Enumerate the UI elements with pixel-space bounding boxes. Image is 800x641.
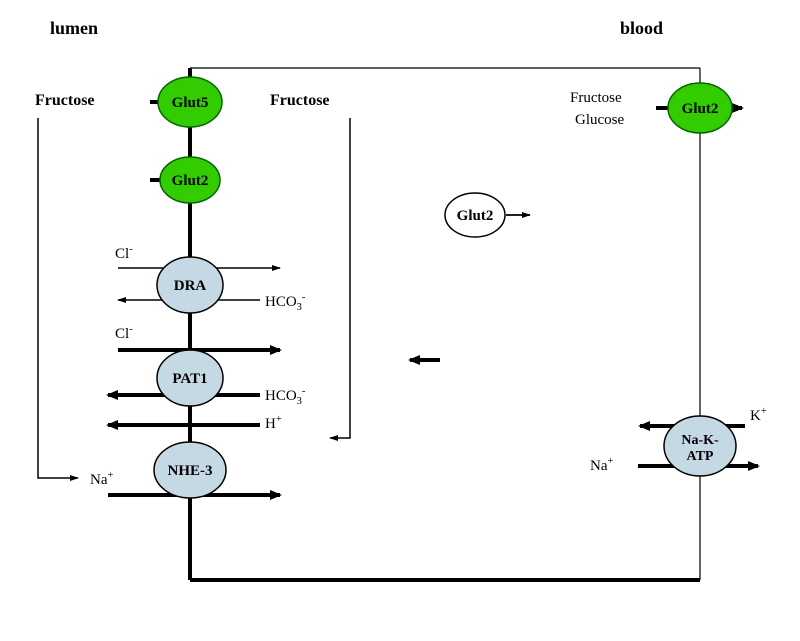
svg-text:PAT1: PAT1 — [172, 371, 207, 387]
svg-text:Glut2: Glut2 — [682, 101, 719, 117]
transporter-pat1: PAT1 — [157, 350, 223, 406]
label-hco3-mid: HCO3- — [265, 386, 305, 407]
label-na-left: Na+ — [90, 470, 113, 489]
transporter-na-k-: Na-K-ATP — [664, 416, 736, 476]
label-h-plus: H+ — [265, 414, 282, 433]
cell-outline — [190, 68, 700, 580]
heading-blood: blood — [620, 18, 663, 39]
arrows-group — [38, 102, 758, 495]
heading-lumen: lumen — [50, 18, 98, 39]
label-cl-mid: Cl- — [115, 324, 133, 343]
label-k-right: K+ — [750, 406, 767, 425]
svg-text:Glut2: Glut2 — [172, 173, 209, 189]
svg-text:NHE-3: NHE-3 — [168, 463, 213, 479]
transporter-dra: DRA — [157, 257, 223, 313]
label-fructose-left: Fructose — [35, 92, 95, 110]
transporter-glut2: Glut2 — [445, 193, 505, 237]
label-hco3-top: HCO3- — [265, 292, 305, 313]
svg-text:Na-K-: Na-K- — [681, 433, 719, 448]
transporter-nhe-3: NHE-3 — [154, 442, 226, 498]
label-fructose-right: Fructose — [570, 90, 622, 107]
svg-text:Glut5: Glut5 — [172, 95, 209, 111]
transporters-group: Glut5 Glut2 Glut2 Glut2 DRA PAT1 NHE-3 Na-K-ATP — [154, 77, 736, 498]
svg-text:ATP: ATP — [687, 449, 714, 464]
diagram-stage: Glut5 Glut2 Glut2 Glut2 DRA PAT1 NHE-3 Na-K-ATP — [0, 0, 800, 636]
transporter-glut2: Glut2 — [160, 157, 220, 203]
label-fructose-mid: Fructose — [270, 92, 330, 110]
transporter-glut5: Glut5 — [158, 77, 222, 127]
diagram-svg: Glut5 Glut2 Glut2 Glut2 DRA PAT1 NHE-3 Na-K-ATP — [0, 0, 800, 636]
transporter-glut2: Glut2 — [668, 83, 732, 133]
label-cl-top: Cl- — [115, 244, 133, 263]
label-na-right: Na+ — [590, 456, 613, 475]
svg-text:Glut2: Glut2 — [457, 208, 494, 224]
svg-text:DRA: DRA — [174, 278, 207, 294]
label-glucose-right: Glucose — [575, 112, 624, 129]
